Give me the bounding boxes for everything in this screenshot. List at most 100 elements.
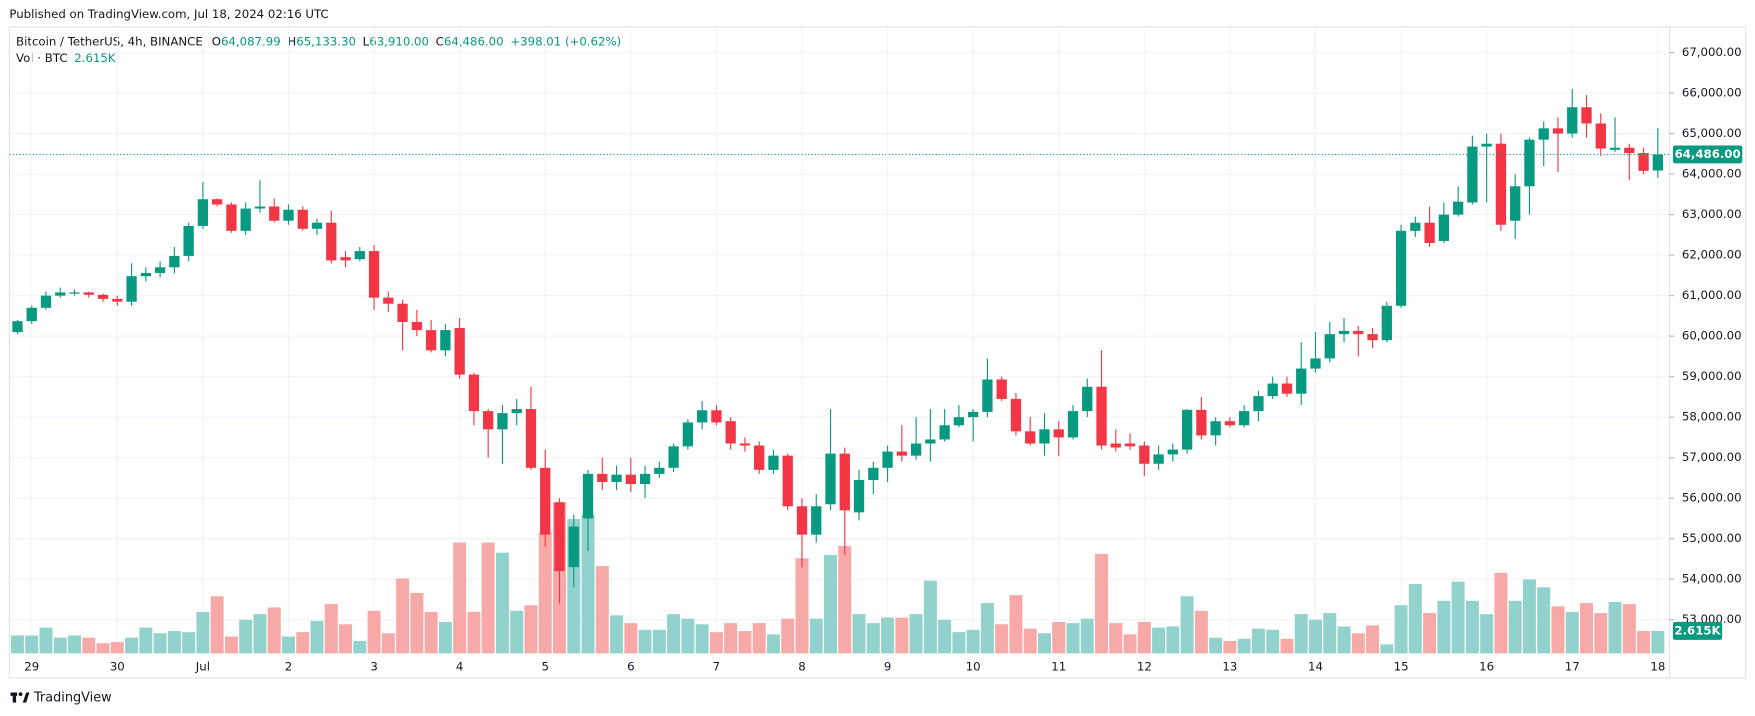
candle-body [582, 473, 594, 519]
volume-bar [1223, 641, 1237, 654]
candle-body [811, 506, 822, 535]
candle-body [1609, 147, 1621, 150]
volume-bar [1451, 581, 1465, 654]
candle-body [996, 379, 1007, 399]
volume-bar [938, 619, 952, 654]
candle-body [1253, 396, 1264, 412]
symbol: Bitcoin / TetherUS, 4h, BINANCE [16, 34, 203, 48]
volume-value: 2.615K [74, 51, 116, 65]
candle-body [1296, 368, 1307, 394]
volume-bar [595, 566, 609, 654]
volume-bar [1137, 622, 1151, 654]
candle-body [982, 379, 993, 412]
legend-value: 65,133.30 [296, 34, 356, 48]
volume-bar [210, 596, 224, 654]
candle-body [1096, 386, 1107, 446]
last-price-box [1672, 145, 1743, 164]
volume-bar [667, 614, 681, 654]
volume-bar [296, 632, 310, 654]
volume-bar [481, 542, 495, 654]
volume-bar [624, 623, 638, 654]
brand-logo [10, 692, 30, 703]
legend-key: C [436, 34, 444, 48]
volume-title: Vol · BTC [16, 51, 67, 65]
published-note: Published on TradingView.com, Jul 18, 20… [9, 7, 328, 21]
candle-body [440, 330, 451, 351]
candle-body [1510, 186, 1521, 221]
volume-bar [224, 636, 238, 654]
logo-part [12, 692, 17, 703]
y-tick-label: 65,000.00 [1682, 126, 1742, 140]
candle-body [1010, 398, 1022, 432]
candle-body [1310, 358, 1321, 369]
candle-body [1524, 139, 1535, 187]
volume-bar [1037, 633, 1051, 654]
x-tick-label: 2 [285, 659, 292, 673]
volume-bar [581, 514, 595, 654]
volume-bar [339, 624, 353, 654]
volume-bar [324, 604, 338, 654]
volume-bar [1537, 587, 1551, 654]
candle-body [26, 307, 37, 322]
x-tick-label: 10 [966, 659, 981, 673]
candle-body [525, 409, 537, 468]
candle-body [953, 417, 965, 426]
volume-bar [1323, 613, 1337, 654]
y-tick-label: 61,000.00 [1682, 288, 1742, 302]
y-tick-label: 57,000.00 [1682, 450, 1742, 464]
candle-body [1267, 383, 1278, 397]
volume-bar [838, 545, 852, 654]
volume-bar [738, 631, 752, 654]
volume-bar [881, 617, 895, 654]
candle-body [1196, 409, 1207, 436]
candle-body [368, 251, 380, 298]
volume-bar [652, 629, 666, 654]
y-tick-label: 56,000.00 [1682, 491, 1742, 505]
y-tick-label: 54,000.00 [1682, 572, 1742, 586]
candle-body [112, 298, 123, 302]
candle-body [340, 257, 351, 261]
chart-frame [8, 26, 1747, 679]
volume-bar [695, 624, 709, 654]
volume-bar [909, 614, 923, 654]
y-tick-label: 55,000.00 [1682, 531, 1742, 545]
volume-bar [852, 614, 866, 654]
candle-body [1652, 154, 1663, 171]
volume-bar [1622, 604, 1636, 654]
volume-bars [10, 502, 1665, 654]
candle-body [1638, 153, 1649, 171]
last-price-label: 64,486.00 [1675, 147, 1741, 161]
volume-bar [752, 623, 766, 654]
candle-body [925, 439, 936, 444]
x-tick-label: 8 [798, 659, 805, 673]
volume-bar [25, 635, 39, 654]
y-tick-label: 62,000.00 [1682, 248, 1742, 262]
volume-bar [524, 605, 538, 654]
volume-bar [1380, 644, 1394, 654]
volume-bar [538, 532, 552, 654]
volume-bar [1209, 637, 1223, 654]
candle-body [326, 222, 337, 261]
volume-bar [1608, 601, 1622, 654]
candle-body [83, 292, 94, 295]
volume-bar [281, 636, 295, 654]
candle-body [154, 267, 166, 273]
x-tick-label: 5 [541, 659, 548, 673]
y-tick-label: 63,000.00 [1682, 207, 1742, 221]
legend-key: O [212, 34, 221, 48]
volume-bar [980, 603, 994, 654]
volume-bar [267, 607, 281, 654]
volume-bar [196, 611, 210, 654]
volume-bar [1023, 628, 1037, 654]
candle-body [497, 413, 508, 430]
volume-bar [610, 615, 624, 654]
volume-bar [766, 634, 780, 654]
candle-body [1381, 305, 1392, 341]
volume-bar [1408, 584, 1422, 654]
brand-name: TradingView [33, 691, 112, 706]
volume-bar [367, 610, 381, 654]
candle-body [169, 255, 180, 268]
legend-value: 64,486.00 [444, 34, 504, 48]
